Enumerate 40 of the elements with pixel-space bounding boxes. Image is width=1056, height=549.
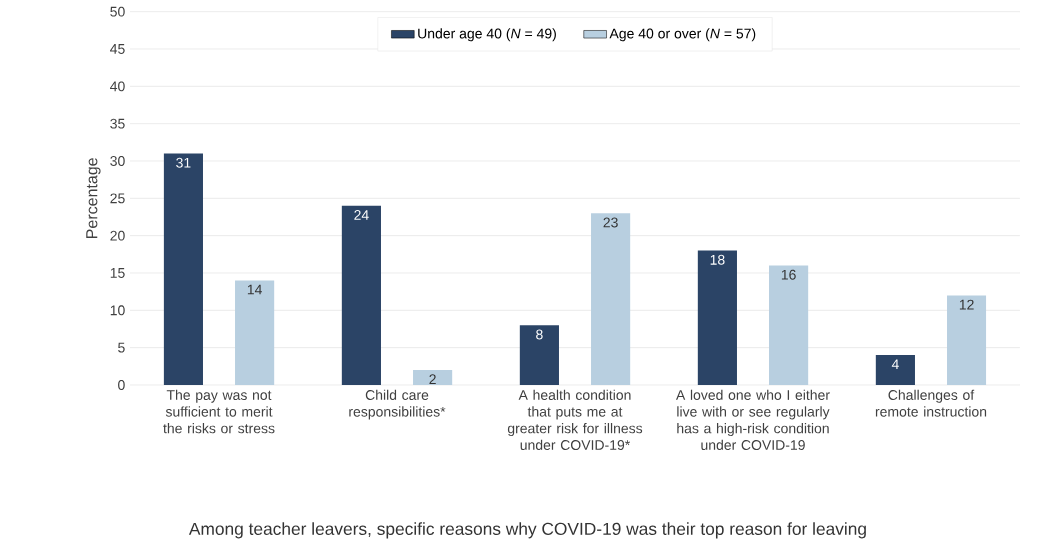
bar (947, 295, 987, 385)
data-label: 31 (176, 157, 191, 168)
y-tick-label: 45 (110, 44, 125, 54)
bar (413, 370, 453, 385)
data-label: 16 (781, 269, 796, 280)
data-label: 18 (710, 254, 725, 265)
x-tick-label: The pay was not sufficient to merit the risks or stress (163, 389, 275, 434)
bar (163, 153, 203, 385)
y-tick-label: 15 (110, 268, 125, 278)
x-tick-label: A loved one who I either live with or see regularly has a high-risk condition under COVID-19 (675, 389, 830, 450)
bar (519, 325, 559, 385)
y-tick-label: 5 (118, 342, 125, 353)
y-tick-label: 40 (110, 81, 125, 92)
y-tick-label: 20 (110, 230, 125, 241)
bar (341, 205, 381, 385)
y-tick-label: 0 (118, 380, 125, 390)
y-tick-label: 50 (110, 6, 125, 17)
text: Among teacher leavers, specific reasons why COVID-19 was their top reason for leaving (188, 522, 866, 539)
bar (235, 280, 275, 385)
data-label: 4 (891, 359, 899, 370)
legend-label: Age 40 or over (N = 57) (609, 28, 756, 42)
y-tick-label: 30 (110, 156, 125, 166)
x-tick-label: A health condition that puts me at greater risk for illness under COVID-19* (507, 389, 643, 450)
data-label: 8 (536, 329, 543, 340)
y-axis-title: Percentage (86, 158, 101, 238)
bar (591, 213, 631, 385)
bar (697, 250, 737, 385)
x-tick-label: Child care responsibilities* (349, 389, 446, 420)
y-tick-label: 10 (110, 305, 125, 316)
y-tick-label: 25 (110, 193, 125, 204)
data-label: 2 (429, 374, 436, 385)
data-label: 23 (603, 217, 618, 228)
data-label: 14 (247, 284, 262, 295)
legend-label: Under age 40 (N = 49) (418, 28, 556, 42)
x-tick-label: Challenges of remote instruction (875, 389, 987, 417)
data-label: 12 (959, 299, 974, 310)
bar (769, 265, 809, 385)
y-tick-label: 35 (110, 118, 125, 129)
bar (875, 355, 915, 385)
data-label: 24 (354, 210, 369, 220)
